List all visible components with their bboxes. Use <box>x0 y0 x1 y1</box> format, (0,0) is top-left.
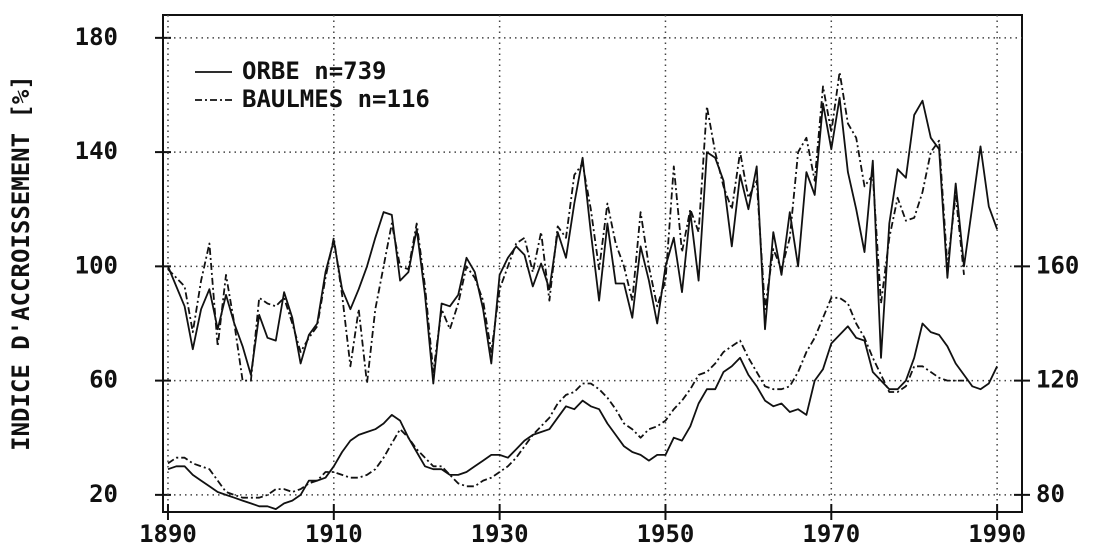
y-tick-label: 140 <box>75 137 118 165</box>
y-tick-label: 180 <box>75 23 118 51</box>
plot-area <box>167 71 998 510</box>
y-axis-label: INDICE D'ACCROISSEMENT [%] <box>7 75 35 451</box>
series-line <box>167 71 965 385</box>
x-tick-label: 1990 <box>968 520 1026 548</box>
legend-label: BAULMES n=116 <box>242 85 430 113</box>
y-tick-label: 60 <box>89 366 118 394</box>
plot-frame <box>162 14 1023 513</box>
y2-tick-label: 160 <box>1036 251 1079 279</box>
y-tick-label: 20 <box>89 480 118 508</box>
y-tick-label: 100 <box>75 251 118 279</box>
x-tick-label: 1890 <box>139 520 197 548</box>
y2-tick-label: 120 <box>1036 366 1079 394</box>
legend-label: ORBE n=739 <box>242 57 387 85</box>
x-tick-label: 1950 <box>637 520 695 548</box>
y2-tick-label: 80 <box>1036 480 1065 508</box>
x-tick-label: 1930 <box>471 520 529 548</box>
x-tick-label: 1910 <box>305 520 363 548</box>
x-tick-label: 1970 <box>802 520 860 548</box>
series-line <box>167 296 964 499</box>
series-line <box>167 322 998 510</box>
series-line <box>167 96 998 385</box>
